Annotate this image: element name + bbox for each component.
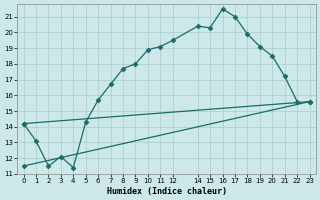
X-axis label: Humidex (Indice chaleur): Humidex (Indice chaleur): [107, 187, 227, 196]
